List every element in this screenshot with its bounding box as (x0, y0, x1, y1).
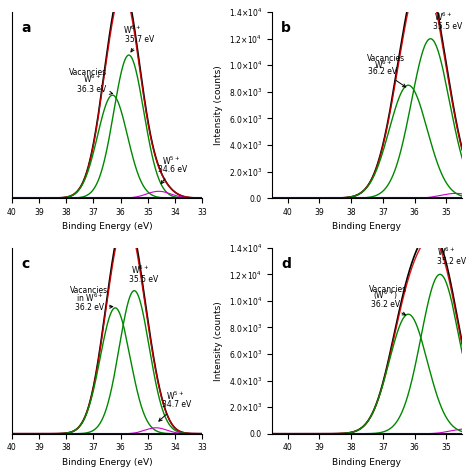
Text: W$^{5+}$: W$^{5+}$ (162, 154, 180, 167)
Text: 36.3 eV: 36.3 eV (77, 85, 113, 94)
Text: b: b (281, 21, 291, 36)
Text: 36.2 eV: 36.2 eV (372, 300, 406, 315)
Text: Vacancies: Vacancies (69, 67, 107, 76)
Text: Vacancies: Vacancies (369, 285, 407, 294)
X-axis label: Binding Energy: Binding Energy (332, 222, 401, 231)
Text: in W$^{6+}$: in W$^{6+}$ (76, 291, 103, 303)
X-axis label: Binding Energy: Binding Energy (332, 458, 401, 467)
Text: 35.5 eV: 35.5 eV (129, 274, 158, 283)
Text: 34.7 eV: 34.7 eV (159, 401, 191, 421)
Text: 35.5 eV: 35.5 eV (433, 22, 463, 31)
Y-axis label: Intensity (counts): Intensity (counts) (214, 301, 223, 381)
Text: W$^{6+}$: W$^{6+}$ (434, 10, 452, 23)
Text: c: c (21, 257, 29, 271)
Text: 35.2 eV: 35.2 eV (437, 257, 465, 266)
Text: W$^{6+}$: W$^{6+}$ (83, 73, 101, 85)
X-axis label: Binding Energy (eV): Binding Energy (eV) (62, 458, 152, 467)
Text: 36.2 eV: 36.2 eV (75, 303, 113, 312)
Text: (W$^{6+}$): (W$^{6+}$) (374, 289, 399, 302)
Text: Vacancies: Vacancies (367, 54, 405, 63)
Text: Vacancies: Vacancies (70, 286, 109, 295)
Text: 34.6 eV: 34.6 eV (158, 165, 187, 183)
Text: W$^{6+}$: W$^{6+}$ (131, 264, 149, 276)
Text: a: a (21, 21, 31, 36)
Text: W$^{6+}$: W$^{6+}$ (123, 24, 141, 36)
Text: W$^{5+}$: W$^{5+}$ (166, 390, 184, 402)
Y-axis label: Intensity (counts): Intensity (counts) (214, 65, 223, 145)
Text: 36.2 eV: 36.2 eV (368, 67, 406, 87)
Text: 35.7 eV: 35.7 eV (125, 35, 155, 52)
Text: W$^{6+}$: W$^{6+}$ (374, 58, 392, 71)
X-axis label: Binding Energy (eV): Binding Energy (eV) (62, 222, 152, 231)
Text: d: d (281, 257, 291, 271)
Text: W$^{6+}$: W$^{6+}$ (438, 246, 456, 258)
